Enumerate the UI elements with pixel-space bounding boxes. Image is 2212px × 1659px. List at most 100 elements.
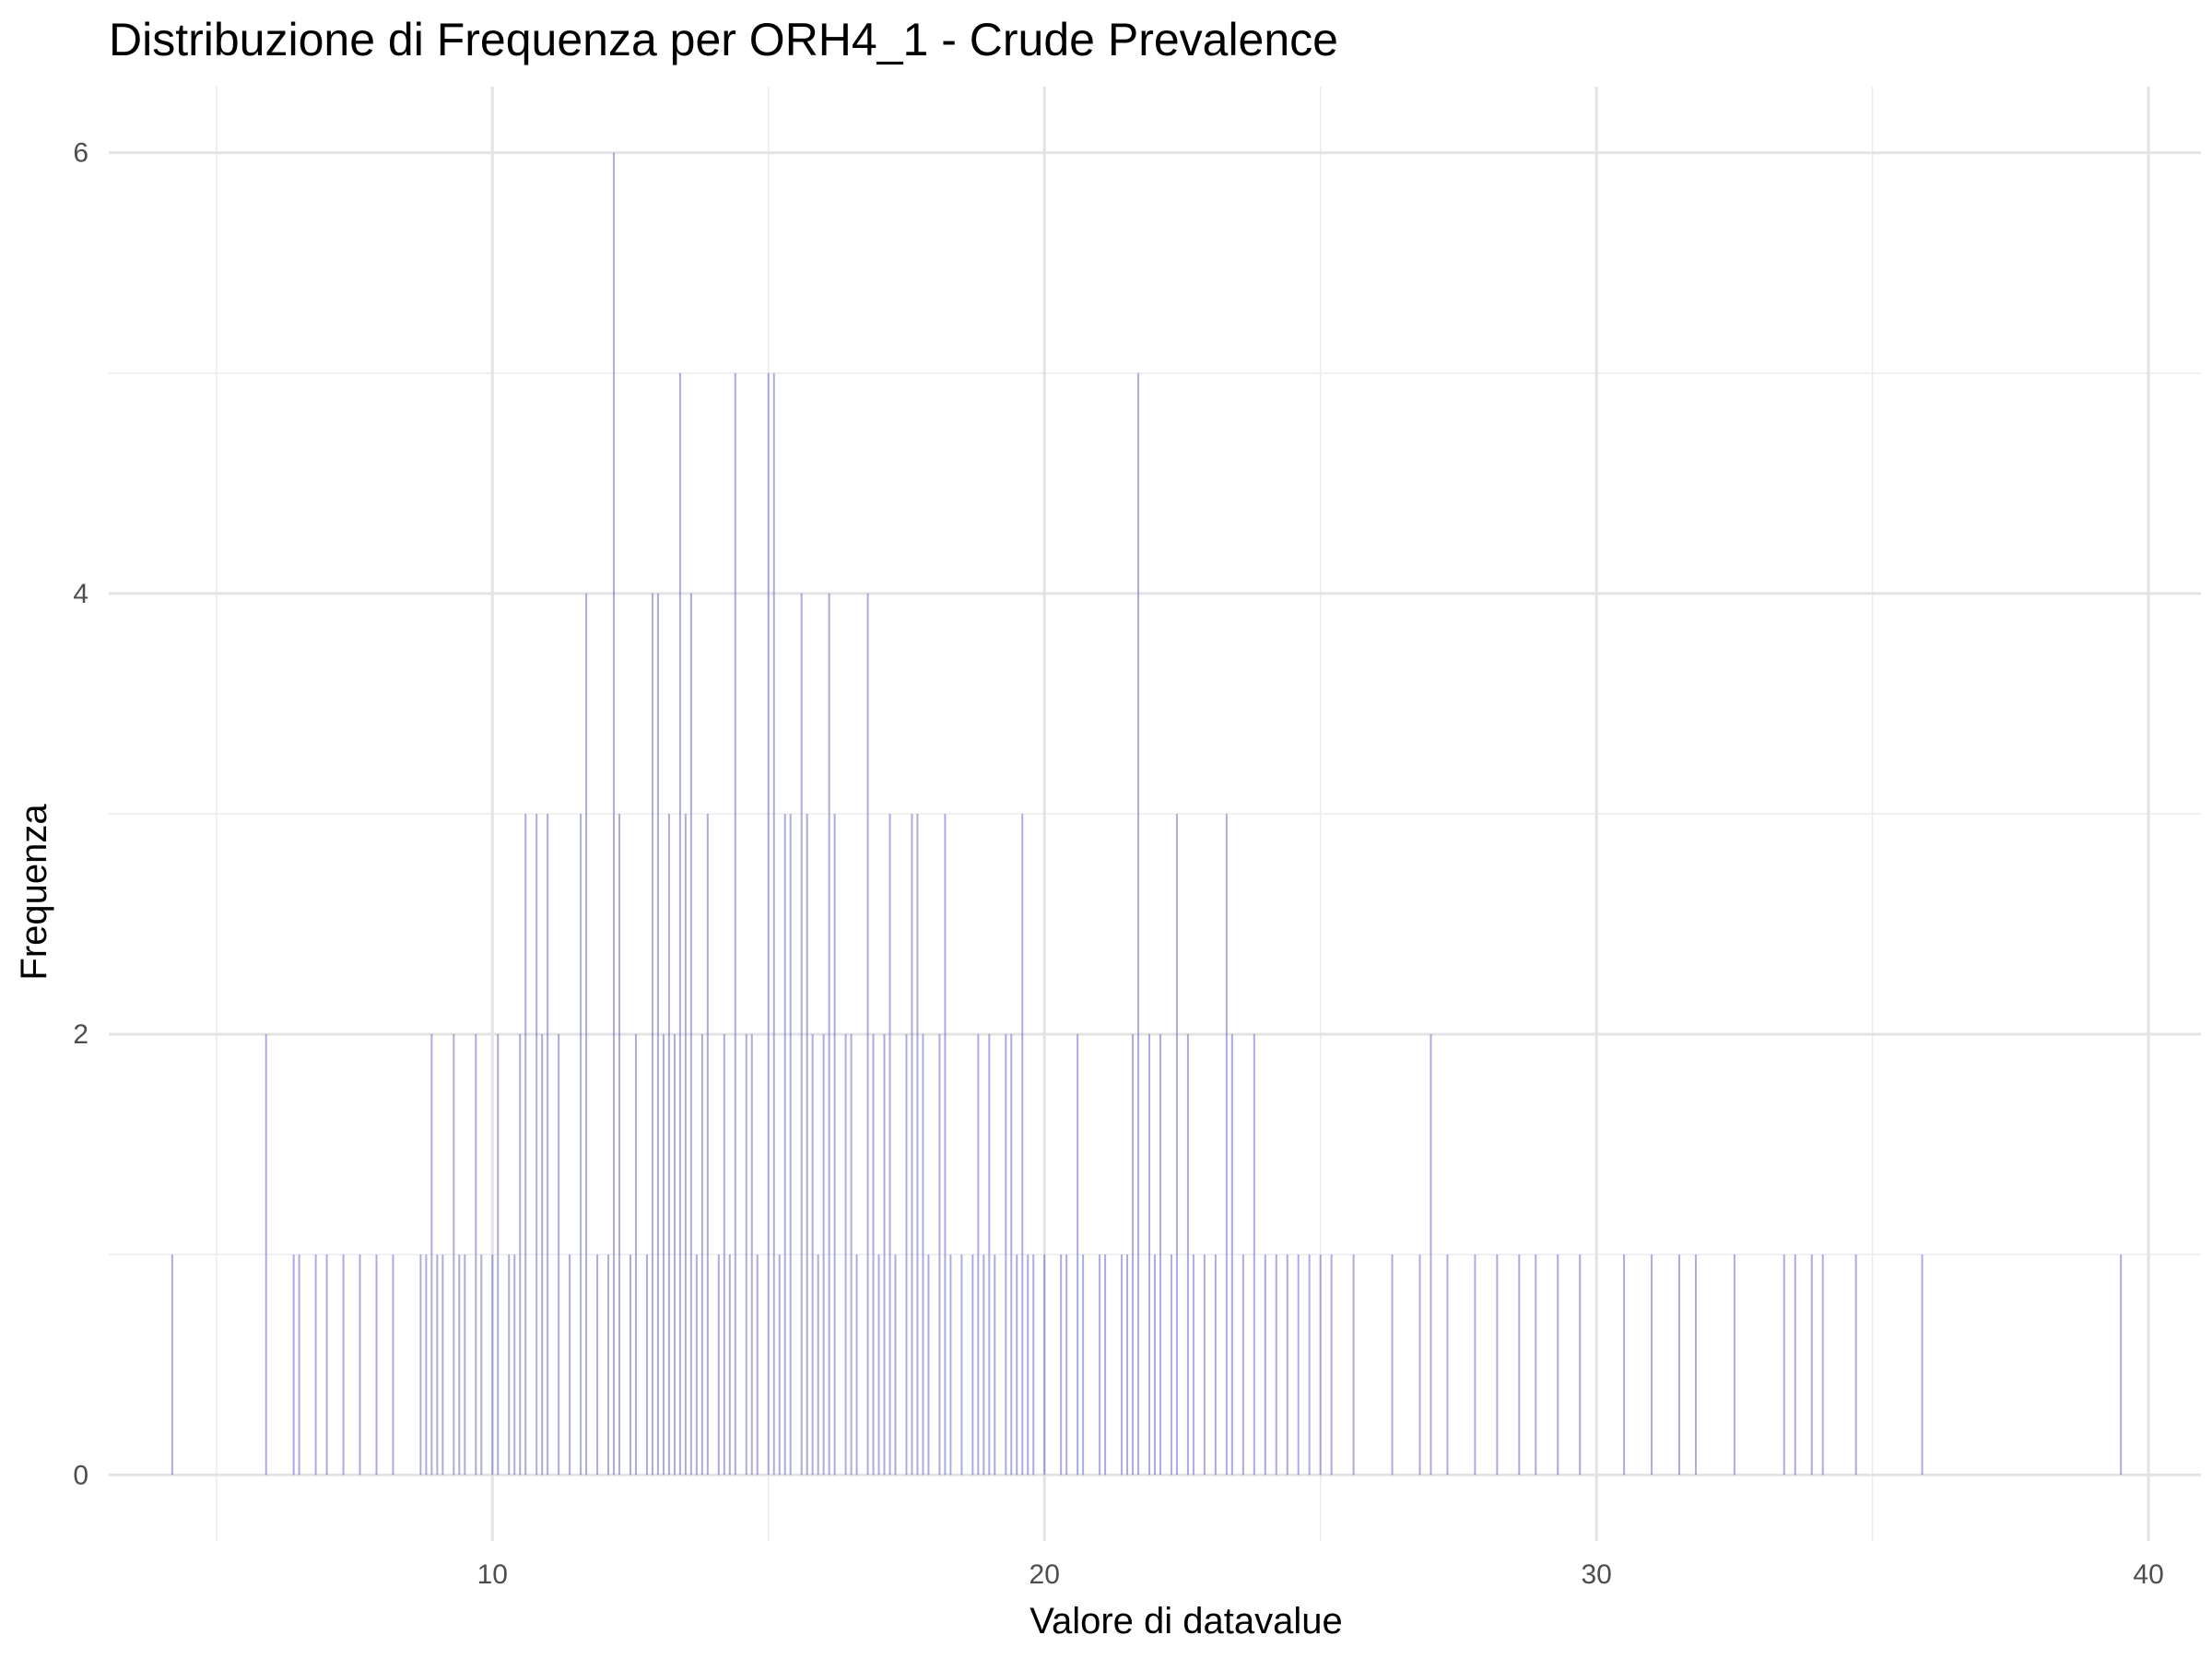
histogram-bar bbox=[651, 593, 653, 1476]
histogram-bar bbox=[585, 593, 588, 1476]
histogram-bar bbox=[1154, 1254, 1156, 1476]
histogram-bar bbox=[1021, 814, 1024, 1476]
y-axis-title: Frequenza bbox=[14, 804, 54, 981]
histogram-bar bbox=[833, 814, 836, 1476]
histogram-bar bbox=[1794, 1254, 1796, 1476]
histogram-bar bbox=[982, 1254, 985, 1476]
histogram-bar bbox=[1027, 1254, 1030, 1476]
histogram-bar bbox=[419, 1254, 422, 1476]
histogram-bar bbox=[1170, 1254, 1172, 1476]
histogram-bar bbox=[1557, 1254, 1559, 1476]
histogram-bar bbox=[558, 1034, 560, 1476]
histogram-bar bbox=[811, 1034, 814, 1476]
histogram-bar bbox=[541, 1034, 544, 1476]
histogram-bar bbox=[772, 372, 775, 1476]
histogram-bar bbox=[1330, 1254, 1333, 1476]
histogram-bar bbox=[971, 1254, 974, 1476]
histogram-bar bbox=[1854, 1254, 1857, 1476]
histogram-bar bbox=[1241, 1254, 1244, 1476]
histogram-bar bbox=[1060, 1254, 1063, 1476]
histogram-bar bbox=[916, 814, 919, 1476]
histogram-bar bbox=[1783, 1254, 1785, 1476]
grid-major bbox=[109, 87, 2201, 1541]
histogram-bar bbox=[767, 372, 770, 1476]
histogram-bar bbox=[375, 1254, 378, 1476]
histogram-bar bbox=[292, 1254, 295, 1476]
histogram-bar bbox=[662, 1034, 665, 1476]
x-tick-label: 10 bbox=[477, 1559, 508, 1590]
histogram-bar bbox=[1446, 1254, 1449, 1476]
histogram-bar bbox=[1186, 1034, 1189, 1476]
histogram-bar bbox=[1810, 1254, 1813, 1476]
histogram-bar bbox=[1230, 1034, 1233, 1476]
histogram-bar bbox=[789, 814, 792, 1476]
histogram-bar bbox=[1677, 1254, 1680, 1476]
histogram-bar bbox=[1430, 1034, 1432, 1476]
histogram-bar bbox=[944, 814, 947, 1476]
histogram-bar bbox=[927, 1254, 930, 1476]
y-tick-label: 6 bbox=[73, 138, 88, 169]
histogram-bar bbox=[607, 1254, 610, 1476]
histogram-bar bbox=[1126, 1254, 1129, 1476]
histogram-bar bbox=[1821, 1254, 1824, 1476]
histogram-bar bbox=[1159, 1034, 1161, 1476]
x-tick-label: 20 bbox=[1030, 1559, 1060, 1590]
histogram-bar bbox=[1694, 1254, 1697, 1476]
histogram-bar bbox=[1651, 1254, 1653, 1476]
histogram-bar bbox=[618, 814, 621, 1476]
histogram-bar bbox=[1137, 372, 1140, 1476]
histogram-bar bbox=[580, 814, 582, 1476]
histogram-bar bbox=[298, 1254, 300, 1476]
histogram-bar bbox=[475, 1034, 477, 1476]
histogram-bar bbox=[894, 1254, 897, 1476]
histogram-bar bbox=[1391, 1254, 1394, 1476]
histogram-bar bbox=[922, 1034, 924, 1476]
histogram-bar bbox=[778, 1254, 781, 1476]
histogram-bar bbox=[430, 1034, 433, 1476]
histogram-bar bbox=[872, 1034, 875, 1476]
histogram-bar bbox=[1010, 1034, 1013, 1476]
histogram-bar bbox=[938, 1034, 941, 1476]
histogram-bar bbox=[634, 1034, 637, 1476]
y-tick-label: 4 bbox=[73, 579, 88, 609]
histogram-bar bbox=[1132, 1034, 1135, 1476]
histogram-bar bbox=[734, 372, 736, 1476]
histogram-bar bbox=[1319, 1254, 1322, 1476]
y-tick-label: 0 bbox=[73, 1460, 88, 1490]
histogram-bar bbox=[728, 1254, 731, 1476]
histogram-bar bbox=[392, 1254, 394, 1476]
histogram-bar bbox=[497, 1034, 500, 1476]
histogram-bar bbox=[1082, 1254, 1085, 1476]
x-axis-title: Valore di datavalue bbox=[1030, 1601, 1343, 1641]
histogram-bar bbox=[1192, 1254, 1194, 1476]
histogram-bar bbox=[700, 1034, 703, 1476]
histogram-bar bbox=[960, 1254, 963, 1476]
histogram-bar bbox=[613, 152, 616, 1476]
histogram-bar bbox=[905, 1034, 908, 1476]
histogram-bar bbox=[800, 593, 803, 1476]
histogram-bar bbox=[717, 1254, 720, 1476]
histogram-bar bbox=[806, 814, 808, 1476]
histogram-bar bbox=[1535, 1254, 1537, 1476]
y-tick-label: 2 bbox=[73, 1019, 88, 1050]
histogram-bar bbox=[911, 814, 913, 1476]
histogram-bar bbox=[673, 1034, 676, 1476]
histogram-bar bbox=[1121, 1254, 1124, 1476]
histogram-bar bbox=[359, 1254, 361, 1476]
histogram-bar bbox=[524, 814, 527, 1476]
histogram-bar bbox=[723, 1034, 725, 1476]
histogram-bar bbox=[513, 1254, 516, 1476]
histogram-bar bbox=[1043, 1254, 1046, 1476]
histogram-bar bbox=[1579, 1254, 1582, 1476]
histogram-bar bbox=[535, 814, 538, 1476]
histogram-bar bbox=[1032, 1254, 1035, 1476]
histogram-bar bbox=[1297, 1254, 1300, 1476]
histogram-bar bbox=[1253, 1034, 1255, 1476]
histogram-bar bbox=[1016, 1254, 1018, 1476]
histogram-bar bbox=[994, 1254, 996, 1476]
histogram-bar bbox=[453, 1034, 455, 1476]
histogram-bar bbox=[1225, 814, 1228, 1476]
histogram-bar bbox=[844, 1034, 847, 1476]
histogram-bar bbox=[949, 1254, 952, 1476]
